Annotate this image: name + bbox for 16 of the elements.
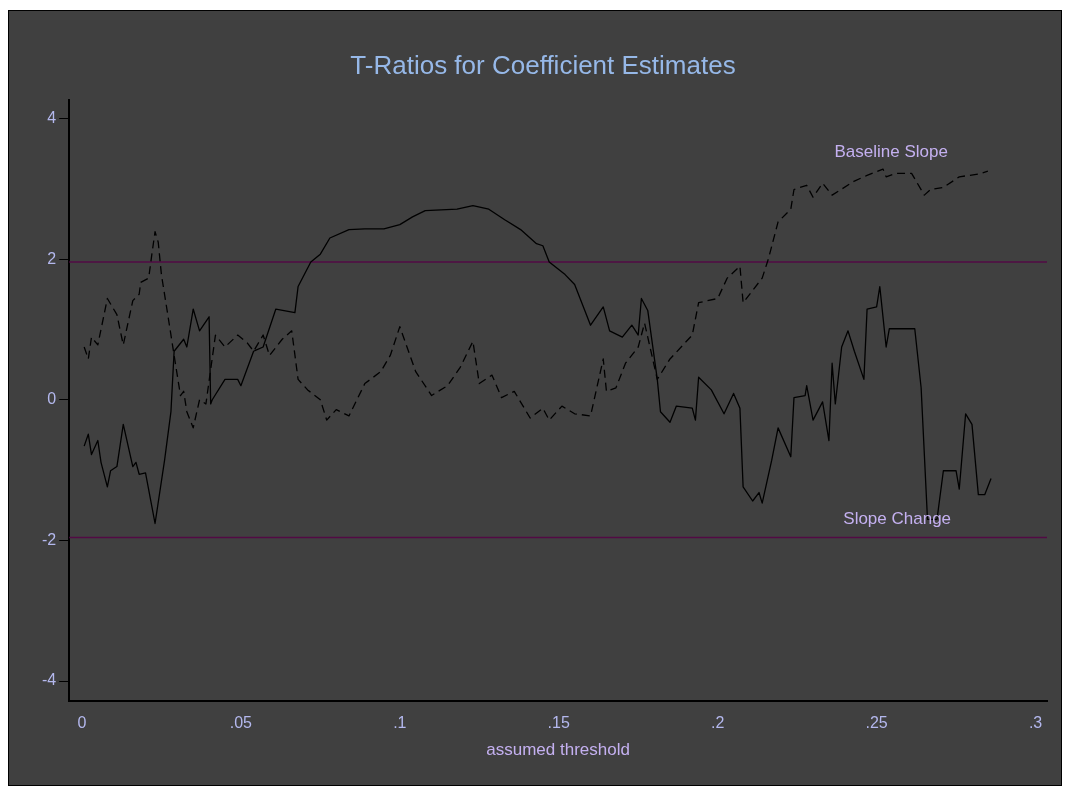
x-tick-label: .25 [865,714,888,732]
y-tick-label: 4 [47,108,57,126]
y-tick-label: -2 [41,530,57,548]
y-tick-label: -4 [41,671,57,689]
x-tick-label: 0 [77,714,87,732]
x-tick-label: .2 [711,714,725,732]
x-tick-label: .1 [393,714,407,732]
series-label: Baseline Slope [834,142,948,162]
series-label: Slope Change [843,508,952,528]
x-tick-label: .3 [1028,714,1043,732]
chart-title: T-Ratios for Coefficient Estimates [350,49,736,80]
x-tick-label: .15 [547,714,570,732]
y-tick-label: 0 [47,390,57,408]
y-tick-label: 2 [47,249,57,267]
x-axis-title: assumed threshold [486,740,630,760]
x-tick-label: .05 [229,714,253,732]
